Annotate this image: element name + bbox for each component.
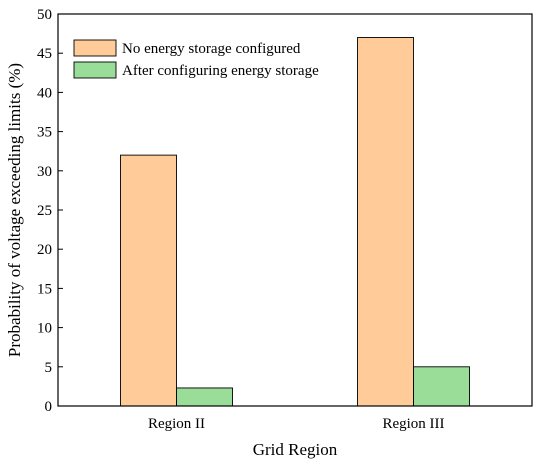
y-tick-label: 40 — [37, 85, 52, 101]
bar-no-storage-2 — [357, 37, 414, 407]
x-tick-label: Region III — [382, 416, 444, 432]
y-tick-label: 15 — [37, 281, 52, 297]
y-tick-label: 5 — [45, 360, 53, 376]
y-tick-label: 50 — [37, 7, 52, 23]
x-axis-title: Grid Region — [253, 440, 338, 459]
bar-with-storage-2 — [413, 366, 470, 407]
x-axis-ticks: Region II Region III — [148, 401, 445, 432]
y-tick-label: 20 — [37, 242, 52, 258]
bars-group — [120, 37, 470, 407]
y-tick-label: 45 — [37, 46, 52, 62]
legend-label-no-storage: No energy storage configured — [122, 41, 301, 57]
y-tick-label: 10 — [37, 321, 52, 337]
bar-no-storage-1 — [120, 154, 177, 407]
y-tick-label: 25 — [37, 203, 52, 219]
legend: No energy storage configured After confi… — [73, 39, 319, 79]
legend-swatch-no-storage — [73, 39, 117, 57]
legend-swatch-with-storage — [73, 61, 117, 79]
legend-label-with-storage: After configuring energy storage — [122, 63, 319, 79]
y-axis-title: Probability of voltage exceeding limits … — [5, 63, 24, 357]
bar-with-storage-1 — [176, 387, 233, 407]
y-tick-label: 0 — [45, 399, 53, 415]
y-tick-label: 35 — [37, 125, 52, 141]
y-axis-ticks: 0 5 10 15 20 25 30 35 40 45 50 — [37, 7, 63, 415]
y-tick-label: 30 — [37, 164, 52, 180]
plot-frame — [57, 13, 533, 407]
x-tick-label: Region II — [148, 416, 205, 432]
